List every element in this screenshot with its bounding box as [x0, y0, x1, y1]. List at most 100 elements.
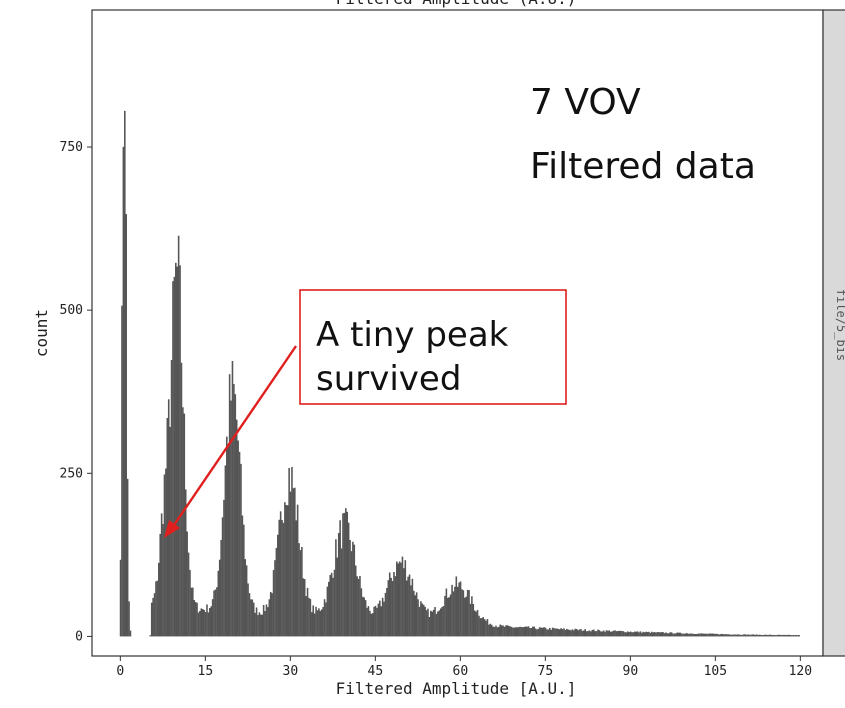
histogram-bar — [468, 590, 470, 637]
histogram-bar — [437, 611, 439, 637]
histogram-bar — [764, 634, 766, 637]
histogram-bar — [519, 626, 521, 637]
histogram-bar — [736, 634, 738, 637]
histogram-bar — [175, 262, 177, 637]
histogram-bar — [194, 602, 197, 637]
histogram-bar — [243, 524, 245, 637]
histogram-bar — [740, 634, 742, 637]
histogram-bar — [377, 603, 380, 637]
histogram-bar — [434, 607, 436, 637]
histogram-bar — [573, 630, 575, 637]
histogram-bar — [734, 634, 737, 637]
histogram-bar — [388, 572, 391, 637]
histogram-bar — [354, 565, 357, 637]
histogram-bar — [629, 631, 632, 637]
histogram-bar — [685, 633, 687, 637]
histogram-bar — [346, 511, 348, 637]
histogram-bar — [724, 634, 727, 637]
histogram-bar — [534, 628, 537, 637]
histogram-bar — [566, 628, 568, 637]
histogram-bar — [296, 504, 299, 637]
histogram-bar — [702, 633, 704, 637]
histogram-bar — [578, 629, 581, 637]
y-tick-label: 750 — [60, 140, 83, 155]
x-tick-label: 45 — [368, 664, 384, 679]
histogram-bar — [347, 522, 350, 637]
histogram-bar — [211, 599, 214, 637]
histogram-bar — [751, 634, 754, 637]
histogram-bar — [475, 611, 477, 637]
histogram-bar — [662, 632, 664, 637]
histogram-bar — [696, 633, 698, 637]
histogram-bar — [687, 633, 690, 637]
histogram-bar — [349, 539, 351, 637]
histogram-bar — [311, 612, 313, 637]
histogram-bar — [445, 588, 448, 637]
histogram-bar — [632, 632, 635, 637]
histogram-bar — [711, 633, 714, 637]
histogram-bar — [479, 618, 482, 637]
x-axis-title: Filtered Amplitude [A.U.] — [336, 679, 577, 698]
histogram-bar — [306, 587, 309, 637]
histogram-bar — [563, 628, 565, 637]
histogram-bar — [677, 632, 680, 637]
histogram-bar — [645, 631, 647, 637]
histogram-bar — [481, 618, 483, 637]
histogram-bar — [197, 612, 200, 637]
histogram-bar — [427, 608, 429, 637]
histogram-bar — [394, 576, 397, 637]
histogram-bar — [522, 627, 524, 637]
histogram-bar — [267, 607, 269, 637]
histogram-bar — [762, 635, 765, 637]
histogram-bar — [442, 606, 445, 637]
histogram-bar — [721, 634, 724, 637]
histogram-bar — [262, 605, 265, 637]
histogram-bar — [638, 632, 640, 637]
histogram-bar — [330, 572, 333, 637]
histogram-bar — [738, 634, 741, 637]
histogram-bar — [584, 629, 586, 637]
histogram-bar — [537, 628, 540, 637]
histogram-bar — [221, 517, 224, 637]
histogram-bar — [452, 591, 455, 637]
histogram-bar — [551, 627, 554, 637]
histogram-bar — [693, 633, 696, 637]
histogram-bar — [658, 632, 660, 637]
histogram-bar — [366, 607, 368, 637]
histogram-bar — [241, 515, 244, 637]
histogram-bar — [700, 633, 703, 637]
histogram-bar — [303, 579, 306, 637]
histogram-bar — [265, 604, 268, 637]
histogram-bar — [289, 491, 292, 637]
histogram-bar — [121, 305, 123, 637]
histogram-bar — [665, 632, 667, 637]
histogram-bar — [401, 556, 404, 637]
histogram-bar — [476, 609, 479, 637]
histogram-bar — [403, 568, 405, 637]
histogram-bar — [612, 630, 615, 637]
histogram-bar — [619, 630, 622, 637]
histogram-bar — [167, 399, 170, 637]
histogram-bar — [577, 630, 579, 637]
histogram-bar — [670, 632, 673, 637]
y-tick-label: 500 — [60, 303, 83, 318]
x-tick-label: 105 — [704, 664, 727, 679]
histogram-bar — [196, 602, 198, 637]
histogram-bar — [408, 574, 411, 637]
histogram-bar — [743, 634, 745, 637]
histogram-bar — [605, 630, 608, 637]
histogram-bar — [768, 634, 771, 637]
histogram-bar — [371, 613, 374, 637]
histogram-bar — [592, 629, 595, 637]
histogram-bar — [648, 631, 650, 637]
histogram-bar — [271, 593, 273, 637]
histogram-bar — [564, 629, 567, 637]
histogram-bar — [326, 586, 329, 637]
histogram-bar — [544, 627, 547, 637]
histogram-bar — [757, 634, 759, 637]
histogram-bar — [635, 631, 637, 637]
histogram-bar — [407, 576, 409, 637]
histogram-bar — [520, 626, 523, 637]
histogram-bar — [301, 546, 303, 637]
